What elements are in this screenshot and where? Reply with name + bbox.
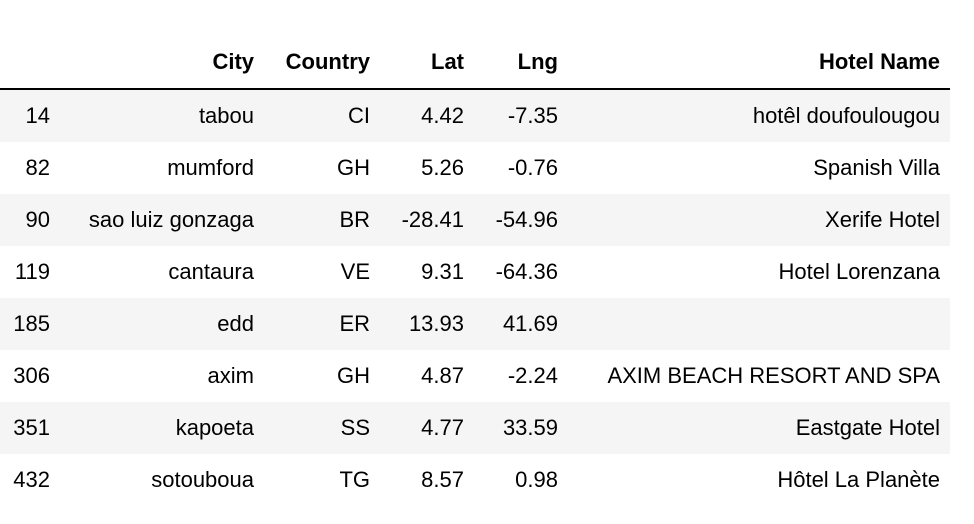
country-cell: TG <box>339 467 370 492</box>
lng-cell: -64.36 <box>495 259 558 284</box>
table-row: 185 edd ER 13.93 41.69 <box>0 298 950 350</box>
hotel-name-cell: hotêl doufoulougou <box>752 103 940 128</box>
table-body: 14 tabou CI 4.42 -7.35 hotêl doufoulougo… <box>0 89 950 506</box>
city-cell: edd <box>217 311 254 336</box>
index-header <box>0 36 60 90</box>
hotel-name-cell: Hôtel La Planète <box>777 467 940 492</box>
table-row: 14 tabou CI 4.42 -7.35 hotêl doufoulougo… <box>0 89 950 142</box>
table-row: 432 sotouboua TG 8.57 0.98 Hôtel La Plan… <box>0 454 950 506</box>
city-cell: tabou <box>198 103 254 128</box>
city-cell: cantaura <box>168 259 254 284</box>
table-row: 82 mumford GH 5.26 -0.76 Spanish Villa <box>0 142 950 194</box>
lng-cell: -2.24 <box>507 363 558 388</box>
hotel-name-cell: Xerife Hotel <box>825 207 940 232</box>
hotel-name-cell: Spanish Villa <box>813 155 940 180</box>
country-cell: BR <box>339 207 370 232</box>
table-row: 119 cantaura VE 9.31 -64.36 Hotel Lorenz… <box>0 246 950 298</box>
hotel-name-cell: Hotel Lorenzana <box>778 259 940 284</box>
lng-cell: -54.96 <box>495 207 558 232</box>
country-cell: VE <box>340 259 370 284</box>
city-cell: sao luiz gonzaga <box>88 207 254 232</box>
row-index: 306 <box>13 363 50 388</box>
lat-cell: 4.77 <box>421 415 464 440</box>
country-cell: CI <box>348 103 370 128</box>
city-cell: sotouboua <box>151 467 254 492</box>
lat-cell: -28.41 <box>401 207 464 232</box>
hotel-name-cell <box>568 298 950 350</box>
lat-cell: 5.26 <box>421 155 464 180</box>
lng-header: Lng <box>474 36 568 90</box>
country-header: Country <box>264 36 380 90</box>
country-cell: ER <box>339 311 370 336</box>
lat-cell: 13.93 <box>408 311 464 336</box>
lat-header: Lat <box>380 36 474 90</box>
lat-cell: 8.57 <box>421 467 464 492</box>
lat-cell: 9.31 <box>421 259 464 284</box>
lat-cell: 4.42 <box>421 103 464 128</box>
hotel-table: City Country Lat Lng Hotel Name 14 tabou… <box>0 36 950 506</box>
row-index: 432 <box>13 467 50 492</box>
hotel-name-cell: AXIM BEACH RESORT AND SPA <box>607 363 940 388</box>
header-row: City Country Lat Lng Hotel Name <box>0 36 950 90</box>
city-cell: axim <box>207 363 254 388</box>
city-header: City <box>60 36 264 90</box>
country-cell: GH <box>337 363 370 388</box>
lng-cell: 33.59 <box>502 415 558 440</box>
country-cell: SS <box>340 415 370 440</box>
lat-cell: 4.87 <box>421 363 464 388</box>
row-index: 90 <box>25 207 50 232</box>
table-row: 351 kapoeta SS 4.77 33.59 Eastgate Hotel <box>0 402 950 454</box>
table-row: 90 sao luiz gonzaga BR -28.41 -54.96 Xer… <box>0 194 950 246</box>
city-cell: mumford <box>167 155 254 180</box>
row-index: 14 <box>25 103 50 128</box>
table-header: City Country Lat Lng Hotel Name <box>0 36 950 90</box>
row-index: 351 <box>13 415 50 440</box>
lng-cell: 0.98 <box>515 467 558 492</box>
lng-cell: -0.76 <box>507 155 558 180</box>
city-cell: kapoeta <box>175 415 254 440</box>
table-row: 306 axim GH 4.87 -2.24 AXIM BEACH RESORT… <box>0 350 950 402</box>
row-index: 119 <box>14 259 50 284</box>
lng-cell: 41.69 <box>502 311 558 336</box>
hotel-name-header: Hotel Name <box>568 36 950 90</box>
row-index: 185 <box>13 311 50 336</box>
hotel-name-cell: Eastgate Hotel <box>795 415 940 440</box>
row-index: 82 <box>25 155 50 180</box>
country-cell: GH <box>337 155 370 180</box>
lng-cell: -7.35 <box>507 103 558 128</box>
